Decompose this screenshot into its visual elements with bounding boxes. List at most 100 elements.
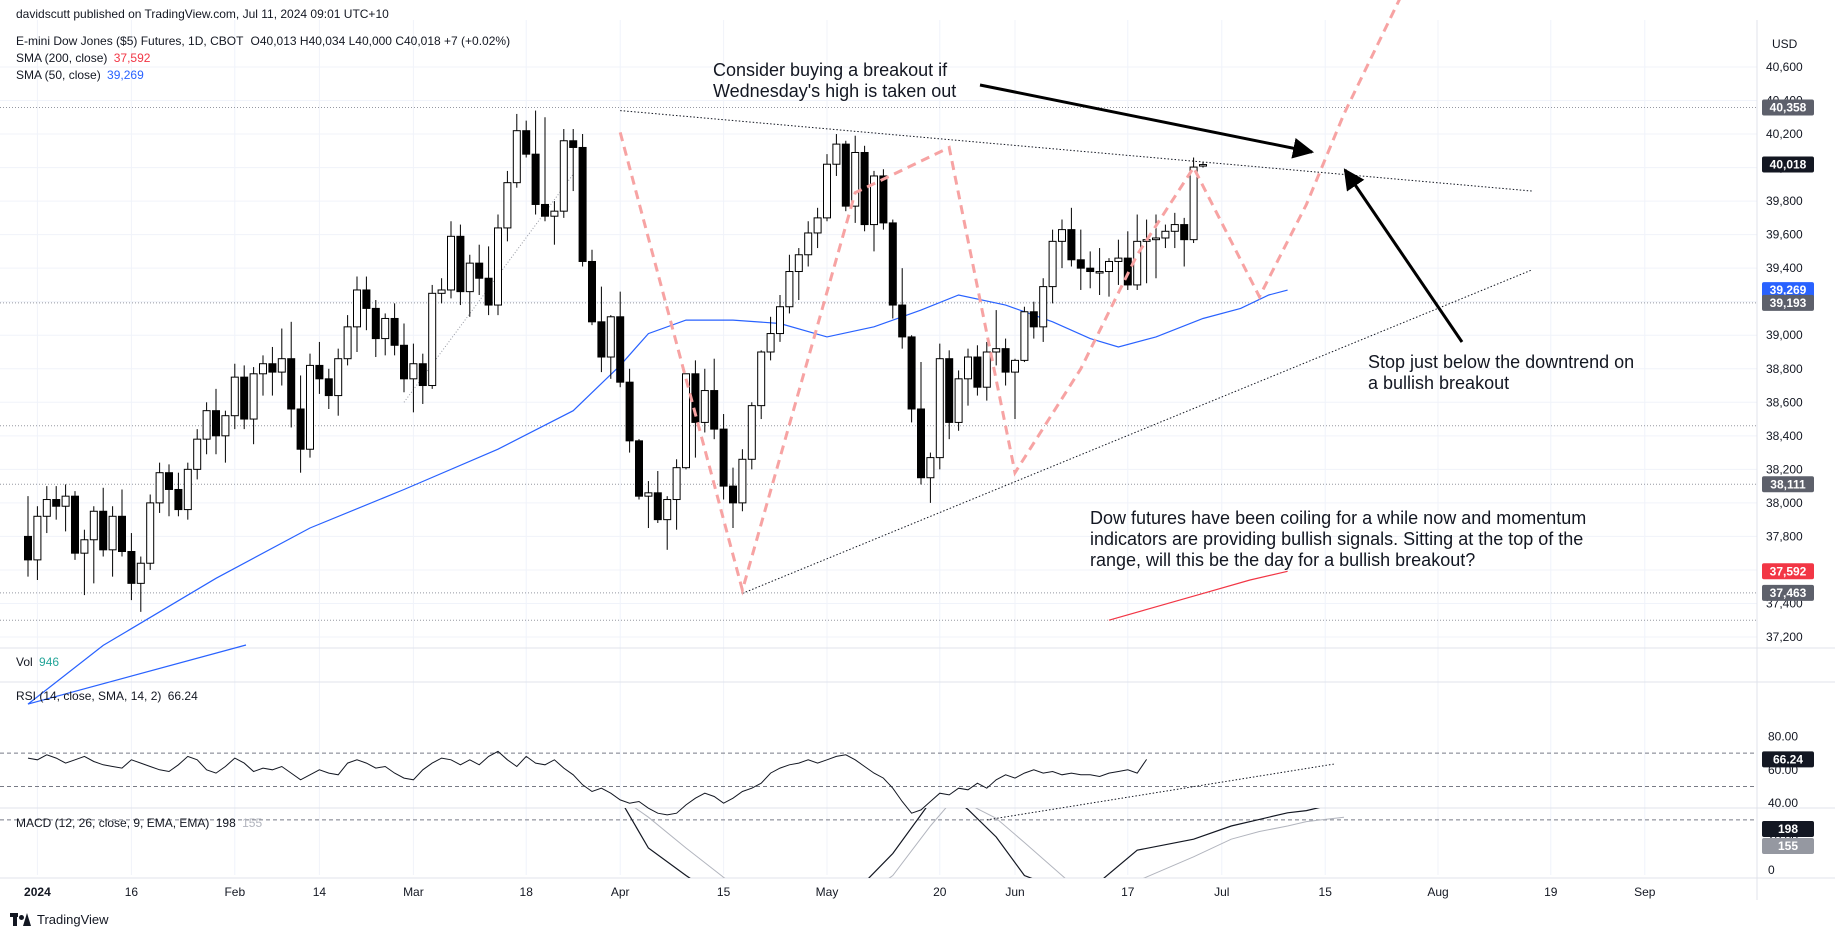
bearish-candle — [324, 378, 333, 397]
vol-legend[interactable]: Vol 946 — [16, 655, 59, 669]
bullish-candle — [1048, 240, 1057, 288]
time-tick-label: 19 — [1544, 885, 1558, 899]
bullish-candle — [230, 376, 239, 417]
macd-legend[interactable]: MACD (12, 26, close, 9, EMA, EMA) 198 15… — [16, 816, 262, 830]
rsi-label: RSI (14, close, SMA, 14, 2) — [16, 689, 162, 703]
bullish-candle — [606, 316, 615, 358]
sma50-value: 39,269 — [107, 68, 144, 82]
macd-signal-line — [634, 808, 1345, 878]
bearish-candle — [578, 146, 587, 262]
symbol-legend[interactable]: E-mini Dow Jones ($5) Futures, 1D, CBOT … — [16, 34, 510, 48]
bearish-candle — [898, 304, 907, 338]
horizontal-levels — [0, 107, 1757, 621]
macd-signal-tag — [1762, 838, 1814, 854]
bearish-candle — [879, 175, 888, 224]
bearish-candle — [99, 510, 108, 551]
bullish-candle — [249, 373, 258, 420]
price-tick-label: 40,600 — [1766, 60, 1803, 74]
time-tick-label: Aug — [1427, 885, 1448, 899]
price-tick-label: 37,800 — [1766, 529, 1803, 543]
bullish-candle — [259, 363, 267, 375]
bullish-candle — [559, 140, 568, 212]
price-tick-label: 38,200 — [1766, 462, 1803, 476]
bullish-candle — [1058, 229, 1066, 242]
bearish-candle — [475, 262, 484, 279]
bearish-candle — [1067, 229, 1076, 261]
rsi-tick-label: 80.00 — [1768, 729, 1798, 743]
bearish-candle — [719, 428, 728, 487]
bearish-candle — [860, 151, 869, 226]
sma50-label: SMA (50, close) — [16, 68, 101, 82]
time-tick-label: Feb — [224, 885, 245, 899]
rsi-legend[interactable]: RSI (14, close, SMA, 14, 2) 66.24 — [16, 689, 198, 703]
bullish-candle — [61, 495, 70, 507]
price-tag-grey — [1762, 99, 1814, 116]
price-tick-label: 37,200 — [1766, 630, 1803, 644]
time-tick-label: 15 — [1319, 885, 1333, 899]
buy-breakout-arrow — [979, 83, 1315, 159]
bearish-candle — [653, 492, 662, 521]
sma200-legend[interactable]: SMA (200, close) 37,592 — [16, 51, 150, 65]
macd-value: 198 — [215, 816, 236, 830]
bearish-candle — [1029, 311, 1038, 328]
rsi-value: 66.24 — [167, 689, 198, 703]
time-tick-label: Mar — [403, 885, 424, 899]
sma50-legend[interactable]: SMA (50, close) 39,269 — [16, 68, 144, 82]
bearish-candle — [268, 363, 277, 373]
bearish-candle — [541, 203, 549, 217]
ohlc-values: O40,013 H40,034 L40,000 C40,018 +7 (+0.0… — [250, 34, 511, 48]
price-tag-sma50-text: 39,269 — [1770, 283, 1807, 297]
bearish-candle — [945, 358, 954, 423]
bullish-candle — [277, 358, 286, 373]
bearish-candle — [907, 336, 916, 410]
bearish-candle — [484, 277, 493, 306]
rsi-trendline — [986, 763, 1335, 821]
bullish-candle — [465, 262, 474, 293]
bullish-candle — [334, 358, 343, 397]
bullish-candle — [221, 415, 230, 437]
bullish-candle — [766, 333, 775, 353]
bearish-candle — [400, 344, 408, 380]
bearish-candle — [127, 550, 136, 584]
price-tag-grey-text: 38,111 — [1770, 477, 1806, 491]
bullish-candle — [992, 348, 1001, 353]
annotation-arrows — [618, 0, 1464, 596]
bullish-candle — [512, 130, 521, 184]
time-tick-label: Jul — [1214, 885, 1229, 899]
bullish-candle — [813, 217, 822, 234]
bullish-candle — [42, 499, 51, 517]
rsi-pane — [0, 750, 1757, 821]
macd-pane — [624, 808, 1345, 878]
tradingview-logo[interactable]: TradingView — [10, 912, 109, 927]
bullish-candle — [794, 254, 803, 273]
bearish-candle — [212, 410, 220, 437]
bullish-candle — [672, 467, 681, 501]
bullish-candle — [33, 515, 42, 561]
bullish-candle — [1114, 257, 1123, 262]
moving-averages — [27, 289, 1288, 705]
tradingview-brand: TradingView — [37, 912, 109, 927]
bullish-candle — [1152, 237, 1160, 241]
bearish-candle — [371, 307, 380, 340]
bullish-candle — [108, 515, 117, 551]
bullish-candle — [982, 351, 991, 388]
rsi-value-tag — [1762, 751, 1814, 768]
time-tick-label: 14 — [313, 885, 327, 899]
time-tick-label: 16 — [125, 885, 139, 899]
annotation-buy-breakout: Consider buying a breakout if Wednesday'… — [713, 60, 957, 101]
price-tag-price — [1762, 156, 1814, 173]
bullish-candle — [428, 292, 437, 387]
bullish-candle — [832, 143, 841, 165]
bearish-candle — [588, 260, 596, 323]
macd-signal-tag-text: 155 — [1778, 839, 1798, 853]
bullish-candle — [1039, 286, 1048, 328]
bearish-candle — [315, 364, 324, 380]
bullish-candle — [155, 472, 164, 504]
bullish-candle — [785, 271, 794, 308]
bullish-candle — [700, 390, 709, 423]
stop-arrow — [1343, 168, 1464, 343]
bearish-candle — [616, 316, 625, 383]
bullish-candle — [353, 289, 361, 328]
